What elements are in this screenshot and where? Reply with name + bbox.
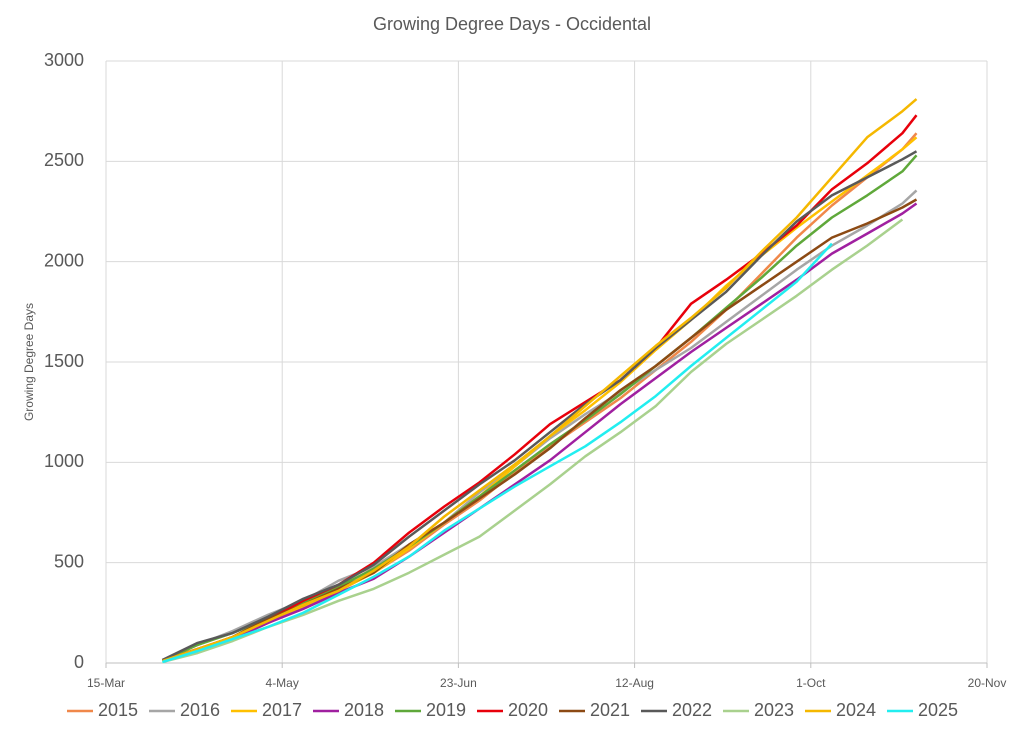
x-tick-label: 20-Nov xyxy=(968,676,1007,690)
legend-label: 2015 xyxy=(98,700,138,720)
y-axis-label: Growing Degree Days xyxy=(22,303,36,421)
legend-label: 2023 xyxy=(754,700,794,720)
x-tick-label: 1-Oct xyxy=(796,676,826,690)
chart-title: Growing Degree Days - Occidental xyxy=(373,14,651,34)
legend-label: 2021 xyxy=(590,700,630,720)
series-line xyxy=(161,189,918,662)
legend-label: 2019 xyxy=(426,700,466,720)
series-line xyxy=(161,150,918,662)
x-tick-label: 15-Mar xyxy=(87,676,125,690)
y-tick-label: 1000 xyxy=(44,451,84,471)
y-tick-label: 1500 xyxy=(44,351,84,371)
legend-label: 2016 xyxy=(180,700,220,720)
legend-label: 2017 xyxy=(262,700,302,720)
x-tick-label: 12-Aug xyxy=(615,676,654,690)
y-tick-label: 500 xyxy=(54,551,84,571)
legend-label: 2020 xyxy=(508,700,548,720)
y-tick-label: 3000 xyxy=(44,50,84,70)
series-line xyxy=(161,202,918,663)
legend-label: 2018 xyxy=(344,700,384,720)
series-line xyxy=(161,114,918,663)
y-tick-label: 0 xyxy=(74,652,84,672)
y-tick-label: 2500 xyxy=(44,150,84,170)
series-line xyxy=(162,242,833,664)
series-line xyxy=(161,98,918,663)
x-tick-label: 4-May xyxy=(266,676,299,690)
series-line xyxy=(162,132,918,662)
legend-label: 2022 xyxy=(672,700,712,720)
y-tick-label: 2000 xyxy=(44,250,84,270)
legend-label: 2024 xyxy=(836,700,876,720)
x-tick-label: 23-Jun xyxy=(440,676,477,690)
legend-label: 2025 xyxy=(918,700,958,720)
series-line xyxy=(162,198,918,663)
